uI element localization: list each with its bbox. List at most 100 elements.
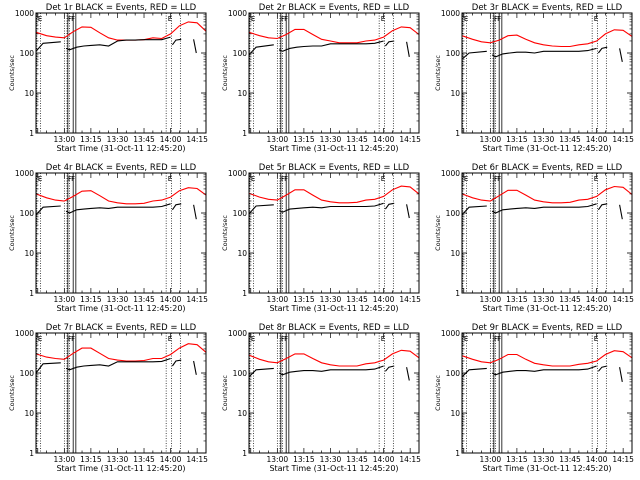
x-tick-label: 13:15 <box>80 455 102 464</box>
y-tick-label: 1 <box>242 289 247 298</box>
flag-label: E <box>251 175 255 183</box>
series-events-line <box>619 367 623 382</box>
x-axis-label: Start Time (31-Oct-11 12:45:20) <box>482 144 611 153</box>
series-lld-line <box>461 29 633 48</box>
x-tick-label: 13:30 <box>320 295 342 304</box>
series-lld-line <box>461 185 633 204</box>
flag-label: E <box>168 15 172 23</box>
x-tick-label: 14:15 <box>399 455 421 464</box>
series-lld-line <box>35 187 207 205</box>
y-tick-label: 1000 <box>441 329 460 338</box>
panel-title: Det 4r BLACK = Events, RED = LLD <box>46 163 197 173</box>
y-axis-label: Counts/sec <box>434 55 442 91</box>
series-events-line <box>248 204 274 215</box>
series-events-line <box>65 203 171 214</box>
x-tick-label: 13:00 <box>54 455 76 464</box>
x-tick-label: 14:15 <box>612 135 634 144</box>
flag-label: F <box>494 15 498 23</box>
y-axis-label: Counts/sec <box>434 215 442 251</box>
flag-label: E <box>168 175 172 183</box>
series-events-line <box>171 359 182 367</box>
y-tick-label: 100 <box>446 49 461 58</box>
x-tick-label: 13:15 <box>80 135 102 144</box>
x-tick-label: 13:15 <box>506 295 528 304</box>
flag-label: E <box>464 15 468 23</box>
series-lld-line <box>35 343 207 362</box>
x-tick-label: 13:45 <box>559 295 581 304</box>
y-tick-label: 1000 <box>228 329 247 338</box>
series-events-line <box>278 202 384 213</box>
series-events-line <box>193 39 197 54</box>
panel-title: Det 2r BLACK = Events, RED = LLD <box>259 3 410 13</box>
y-axis-label: Counts/sec <box>434 375 442 411</box>
x-tick-label: 13:15 <box>293 295 315 304</box>
x-tick-label: 13:00 <box>480 135 502 144</box>
series-lld-line <box>248 26 420 44</box>
y-tick-label: 100 <box>446 369 461 378</box>
series-events-line <box>597 365 608 372</box>
series-events-line <box>406 41 410 57</box>
plot-frame <box>248 332 420 454</box>
x-tick-label: 13:30 <box>107 135 129 144</box>
x-tick-label: 14:00 <box>160 295 182 304</box>
y-axis-label: Counts/sec <box>221 215 229 251</box>
flag-label: E <box>594 335 598 343</box>
y-tick-label: 100 <box>20 49 35 58</box>
flag-label: E <box>38 15 42 23</box>
flag-label: E <box>168 335 172 343</box>
flag-label: F <box>497 15 501 23</box>
x-axis-label: Start Time (31-Oct-11 12:45:20) <box>56 464 185 473</box>
series-events-line <box>278 365 384 376</box>
series-events-line <box>193 360 197 375</box>
x-tick-label: 13:45 <box>346 135 368 144</box>
x-tick-label: 13:15 <box>293 135 315 144</box>
y-tick-label: 100 <box>446 209 461 218</box>
series-events-line <box>597 203 608 211</box>
series-events-line <box>406 367 410 381</box>
x-tick-label: 14:00 <box>586 295 608 304</box>
series-events-line <box>619 204 623 220</box>
y-tick-label: 1 <box>242 129 247 138</box>
x-tick-label: 13:00 <box>54 295 76 304</box>
x-tick-label: 13:00 <box>480 455 502 464</box>
panel-title: Det 9r BLACK = Events, RED = LLD <box>472 323 623 333</box>
x-tick-label: 14:15 <box>399 295 421 304</box>
x-axis-label: Start Time (31-Oct-11 12:45:20) <box>269 304 398 313</box>
series-lld-line <box>248 349 420 367</box>
x-tick-label: 13:45 <box>559 135 581 144</box>
series-events-line <box>65 357 171 371</box>
x-tick-label: 14:00 <box>373 135 395 144</box>
flag-label: F <box>281 15 285 23</box>
panel-title: Det 1r BLACK = Events, RED = LLD <box>46 3 197 13</box>
x-tick-label: 13:00 <box>267 455 289 464</box>
series-events-line <box>35 205 61 216</box>
series-events-line <box>171 203 182 211</box>
x-tick-label: 14:00 <box>160 135 182 144</box>
series-events-line <box>461 50 487 60</box>
y-tick-label: 100 <box>20 209 35 218</box>
x-tick-label: 13:00 <box>480 295 502 304</box>
x-tick-label: 13:45 <box>133 455 155 464</box>
y-tick-label: 100 <box>233 209 248 218</box>
x-tick-label: 13:30 <box>533 295 555 304</box>
x-tick-label: 14:15 <box>186 295 208 304</box>
y-tick-label: 10 <box>450 89 460 98</box>
plot-frame <box>461 332 633 454</box>
y-tick-label: 10 <box>24 409 34 418</box>
flag-label: F <box>281 175 285 183</box>
y-tick-label: 1000 <box>228 169 247 178</box>
x-tick-label: 13:00 <box>267 135 289 144</box>
x-tick-label: 14:15 <box>186 135 208 144</box>
plot-frame <box>248 12 420 134</box>
series-events-line <box>278 40 384 52</box>
flag-label: E <box>38 175 42 183</box>
plot-frame <box>35 172 207 294</box>
series-events-line <box>406 204 410 219</box>
